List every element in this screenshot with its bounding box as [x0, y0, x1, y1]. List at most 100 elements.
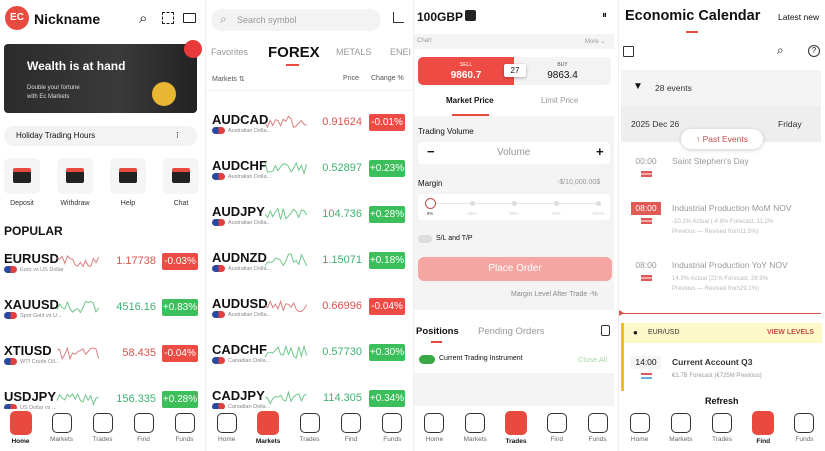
nav-find[interactable]: Find: [536, 409, 577, 451]
nav-funds[interactable]: Funds: [372, 409, 413, 451]
price: 0.57730: [322, 346, 362, 358]
nav-markets[interactable]: Markets: [41, 409, 82, 451]
market-row[interactable]: XTIUSD WTI Crude Oil... 58.435 -0.04%: [0, 337, 205, 375]
market-row[interactable]: AUDUSD Australian Dolla... 0.66996 -0.04…: [206, 290, 411, 328]
market-row[interactable]: USDJPY US Dollar vs ... 156.335 +0.28%: [0, 383, 205, 421]
home-icon: [629, 413, 650, 433]
instrument-title[interactable]: 100GBP: [417, 10, 464, 24]
refresh-button[interactable]: Refresh: [705, 396, 739, 406]
nav-find[interactable]: Find: [743, 409, 784, 451]
nav-find[interactable]: Find: [123, 409, 164, 451]
minus-icon[interactable]: −: [427, 144, 435, 159]
tab-metals[interactable]: METALS: [336, 47, 372, 57]
help-icon: [119, 168, 137, 183]
search-icon[interactable]: ⌕: [139, 10, 148, 27]
history-icon[interactable]: [601, 325, 610, 336]
margin-slider[interactable]: 0% 25% 50% 75% 100%: [418, 194, 610, 220]
nav-find[interactable]: Find: [330, 409, 371, 451]
nav-trades[interactable]: Trades: [82, 409, 123, 451]
funds-icon: [382, 413, 403, 433]
close-all-button[interactable]: Close All: [578, 355, 608, 364]
tab-pending-orders[interactable]: Pending Orders: [478, 326, 545, 337]
withdraw-button[interactable]: [57, 158, 93, 194]
tab-latest-news[interactable]: Latest new: [778, 12, 820, 22]
market-row[interactable]: EURUSD Euro vs US Dollar 1.17738 -0.03%: [0, 245, 205, 283]
settings-icon[interactable]: ⏸: [602, 10, 607, 21]
holiday-trading-hours[interactable]: Holiday Trading Hours ⁝: [4, 126, 197, 146]
event-time: 00:00: [635, 156, 657, 166]
nav-home[interactable]: Home: [0, 409, 41, 451]
sltp-toggle[interactable]: [418, 235, 432, 243]
nav-trades[interactable]: Trades: [701, 409, 742, 451]
market-row[interactable]: AUDCAD Australian Dolla... 0.91624 -0.01…: [206, 106, 411, 144]
market-row[interactable]: AUDNZD Australian Dolla... 1.15071 +0.18…: [206, 244, 411, 282]
buy-button[interactable]: BUY 9863.4: [514, 57, 611, 85]
nav-trades[interactable]: Trades: [496, 409, 537, 451]
current-instrument-toggle[interactable]: [419, 355, 435, 364]
margin-label: Margin: [418, 179, 443, 188]
tab-economic-calendar[interactable]: Economic Calendar: [625, 8, 761, 24]
sell-button[interactable]: SELL 9860.7: [418, 57, 514, 85]
search-input[interactable]: ⌕ Search symbol: [211, 9, 381, 31]
markets-header[interactable]: Markets ⇅: [212, 76, 245, 83]
nav-home[interactable]: Home: [414, 409, 455, 451]
change-badge: -0.01%: [369, 114, 405, 131]
event-name[interactable]: Current Account Q3: [672, 357, 753, 367]
nav-markets[interactable]: Markets: [247, 409, 288, 451]
nav-funds[interactable]: Funds: [164, 409, 205, 451]
slider-handle[interactable]: [425, 198, 436, 209]
nav-markets[interactable]: Markets: [660, 409, 701, 451]
symbol-description: Canadian Dolla...: [212, 403, 270, 410]
filter-icon[interactable]: ▼: [633, 81, 643, 92]
nav-home[interactable]: Home: [619, 409, 660, 451]
calendar-event[interactable]: 08:00 Industrial Production MoM NOV -10.…: [619, 202, 824, 244]
markets-icon: [51, 413, 72, 433]
place-order-button[interactable]: Place Order: [418, 257, 612, 281]
promo-banner[interactable]: Wealth is at hand Double your fortune wi…: [4, 40, 202, 113]
slider-tick[interactable]: [554, 201, 559, 206]
calendar-event[interactable]: 00:00 Saint Stephen's Day: [619, 155, 824, 197]
mail-icon[interactable]: [183, 13, 196, 23]
slider-tick[interactable]: [512, 201, 517, 206]
nav-label: Funds: [383, 436, 402, 443]
slider-tick[interactable]: [470, 201, 475, 206]
tab-forex[interactable]: FOREX: [268, 44, 320, 61]
slider-tick[interactable]: [596, 201, 601, 206]
tab-favorites[interactable]: Favorites: [211, 47, 249, 57]
chart-bar[interactable]: Chart More ⌄: [414, 34, 614, 49]
nav-home[interactable]: Home: [206, 409, 247, 451]
filter-bar[interactable]: ▼ 28 events: [621, 70, 821, 106]
tab-energy[interactable]: ENEI: [390, 47, 412, 57]
calendar-event[interactable]: 08:00 Industrial Production YoY NOV 14.3…: [619, 259, 824, 301]
view-levels-button[interactable]: VIEW LEVELS: [767, 329, 815, 336]
search-icon[interactable]: ⌕: [777, 43, 784, 57]
help-icon[interactable]: ?: [808, 45, 820, 57]
calendar-icon[interactable]: [623, 46, 634, 57]
flag-icon: [641, 373, 652, 379]
nav-markets[interactable]: Markets: [455, 409, 496, 451]
tab-market-price[interactable]: Market Price: [446, 96, 494, 105]
market-row[interactable]: AUDCHF Australian Dolla... 0.52897 +0.23…: [206, 152, 411, 190]
market-row[interactable]: XAUUSD Spot Gold vs U... 4516.16 +0.83%: [0, 291, 205, 329]
deposit-button[interactable]: [4, 158, 40, 194]
current-instrument-label: Current Trading Instrument: [439, 355, 523, 362]
past-events-button[interactable]: ↑ Past Events: [681, 129, 763, 149]
market-row[interactable]: CADJPY Canadian Dolla... 114.305 +0.34%: [206, 382, 411, 420]
nickname[interactable]: Nickname: [34, 11, 101, 27]
nav-trades[interactable]: Trades: [289, 409, 330, 451]
nav-funds[interactable]: Funds: [784, 409, 825, 451]
market-row[interactable]: AUDJPY Australian Dolla... 104.736 +0.28…: [206, 198, 411, 236]
symbol: AUDCHF: [212, 158, 267, 173]
switch-icon[interactable]: [465, 10, 476, 21]
plus-icon[interactable]: +: [596, 144, 604, 159]
volume-input[interactable]: − Volume +: [418, 142, 610, 164]
chat-button[interactable]: [163, 158, 199, 194]
tab-limit-price[interactable]: Limit Price: [541, 96, 579, 105]
nav-funds[interactable]: Funds: [577, 409, 618, 451]
help-button[interactable]: [110, 158, 146, 194]
scan-icon[interactable]: [162, 12, 174, 24]
more-dropdown[interactable]: More ⌄: [585, 39, 606, 45]
tab-positions[interactable]: Positions: [416, 326, 459, 337]
chart-icon[interactable]: [393, 12, 404, 23]
market-row[interactable]: CADCHF Canadian Dolla... 0.57730 +0.30%: [206, 336, 411, 374]
